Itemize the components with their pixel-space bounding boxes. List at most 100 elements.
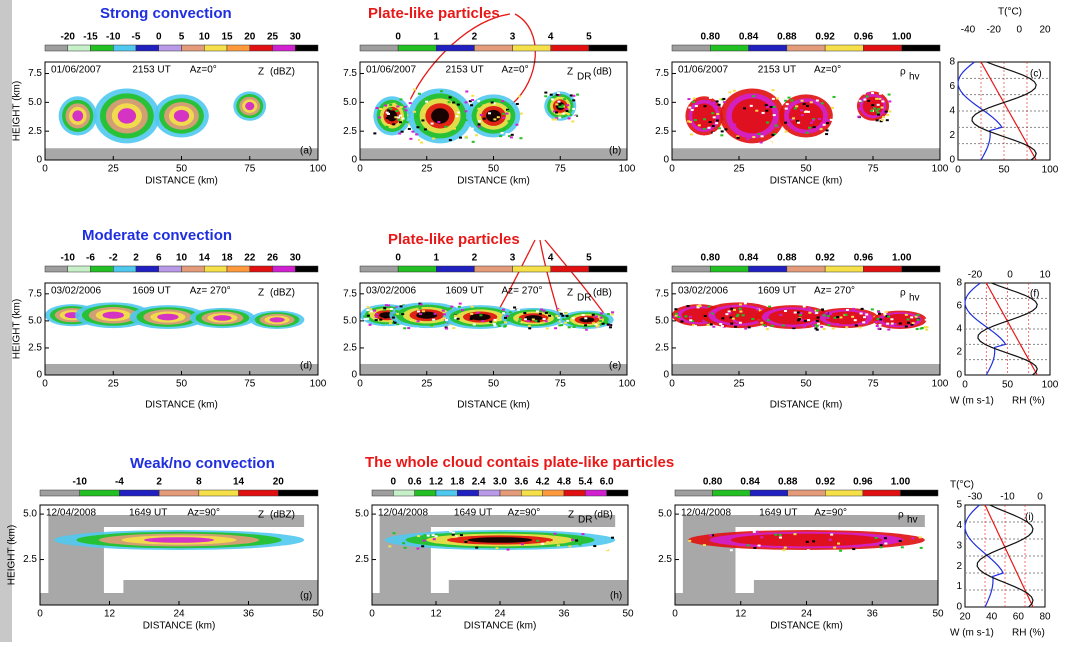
echo-speckle [464,138,468,141]
echo-speckle [430,312,434,315]
echo-field [45,302,318,375]
date: 12/04/2008 [681,508,731,519]
echo-speckle [423,128,427,131]
echo-speckle [407,127,411,130]
colorbar-tick-label: 0 [391,477,397,488]
echo-speckle [672,315,676,318]
x-axis-label: DISTANCE (km) [145,176,218,187]
colorbar-tick-label: 0.88 [778,477,798,488]
echo-speckle [368,311,372,314]
echo-speckle [719,322,723,325]
y-tick-label: 7.5 [343,288,357,299]
echo-speckle [395,310,399,313]
echo-speckle [715,119,719,122]
colorbar-cell [158,489,200,497]
echo-speckle [439,90,443,93]
colorbar-tick-label: 5 [179,32,185,43]
x-tick-label: 50 [932,609,944,620]
echo-speckle [779,313,783,316]
echo-speckle [708,120,712,123]
echo-speckle [435,533,439,536]
echo-speckle [387,304,391,307]
echo-speckle [822,328,826,331]
x-tick-label: 50 [176,379,188,390]
annotation: Plate-like particles [368,5,500,22]
echo-speckle [880,118,884,121]
echo-speckle [688,120,692,123]
x-tick-label: 100 [310,379,327,390]
echo-speckle [875,109,879,112]
x-tick-label: 36 [867,609,879,620]
echo-speckle [793,533,797,536]
echo [431,108,450,124]
echo-speckle [691,100,695,103]
colorbar-cell [585,489,607,497]
echo-speckle [877,327,881,330]
echo-speckle [865,95,869,98]
echo-speckle [822,314,826,317]
echo-field [675,515,938,605]
colorbar-cell [712,489,751,497]
echo-speckle [606,313,610,316]
echo-speckle [557,316,561,319]
echo-speckle [599,312,603,315]
echo-speckle [790,99,794,102]
echo-speckle [403,546,407,549]
x-tick-label: 25 [733,379,745,390]
echo-speckle [833,316,837,319]
echo-field [360,302,627,375]
x-tick-label: 0 [357,379,363,390]
echo-speckle [389,103,393,106]
echo-speckle [771,89,775,92]
colorbar-tick-label: 5 [586,32,592,43]
echo-speckle [782,549,786,552]
echo-speckle [564,112,568,115]
echo-speckle [441,309,445,312]
echo-speckle [464,135,468,138]
top-tick-label: -20 [986,25,1001,36]
echo-speckle [492,322,496,325]
echo-speckle [558,105,562,108]
echo-speckle [404,109,408,112]
echo-speckle [857,115,861,118]
echo-speckle [417,92,421,95]
echo-speckle [505,112,509,115]
echo-speckle [601,322,605,325]
y-tick-label: 2.5 [28,126,42,137]
echo-speckle [419,303,423,306]
echo-speckle [398,114,402,117]
echo-speckle [800,319,804,322]
variable-label-sub: DR [578,515,592,526]
echo-speckle [400,130,404,133]
echo-speckle [534,319,538,322]
y-tick-label: 7.5 [655,288,669,299]
echo-speckle [717,103,721,106]
echo-speckle [509,136,513,139]
clutter [688,515,925,527]
echo-speckle [516,308,520,311]
echo-speckle [416,547,420,550]
echo-speckle [471,99,475,102]
echo-speckle [916,318,920,321]
colorbar-tick-label: -5 [132,32,141,43]
x-tick-label: 75 [555,164,567,175]
echo-speckle [548,314,552,317]
echo-speckle [677,316,681,319]
echo [825,311,867,325]
colorbar-tick-label: 26 [267,253,279,264]
echo-speckle [464,540,468,543]
echo-speckle [563,321,567,324]
echo-speckle [760,321,764,324]
echo-speckle [766,106,770,109]
echo-speckle [611,536,615,539]
clutter [753,580,938,595]
echo-speckle [562,112,566,115]
echo-speckle [890,318,894,321]
echo-speckle [469,317,473,320]
profile-y-tick-label: 8 [956,278,962,289]
echo-speckle [478,120,482,123]
side-strip [0,0,12,642]
echo-speckle [768,305,772,308]
echo-speckle [884,542,888,545]
echo-speckle [796,120,800,123]
